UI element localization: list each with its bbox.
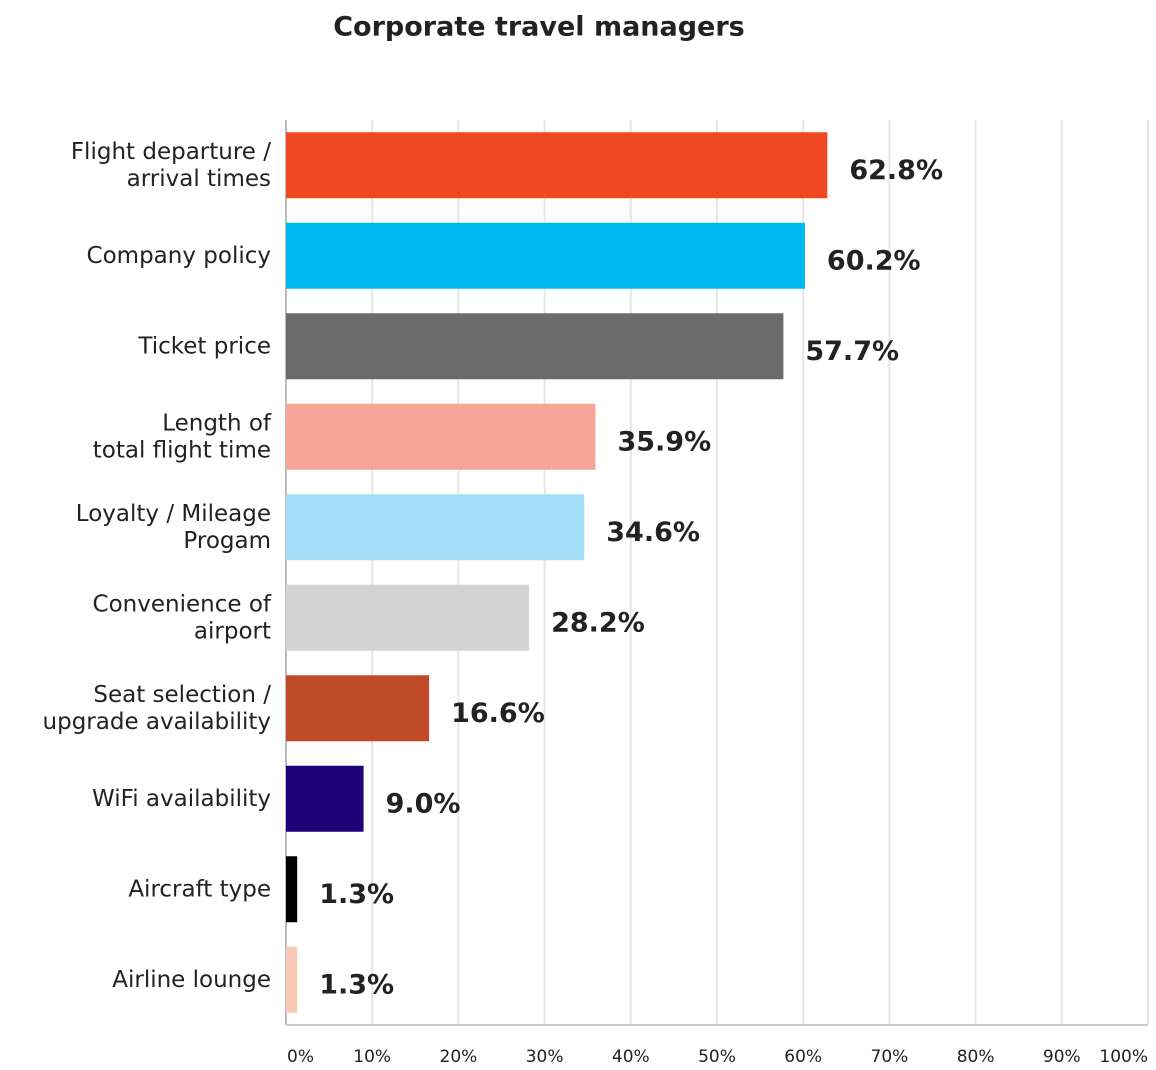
x-tick-label: 40% bbox=[612, 1047, 650, 1066]
bar bbox=[286, 584, 530, 651]
x-tick-label: 90% bbox=[1043, 1047, 1081, 1066]
y-tick-label: Loyalty / Mileage Progam bbox=[76, 500, 271, 553]
bar bbox=[286, 765, 364, 832]
bar bbox=[286, 132, 828, 199]
value-label: 1.3% bbox=[319, 879, 394, 910]
x-tick-label: 100% bbox=[1099, 1047, 1148, 1066]
x-tick-label: 50% bbox=[698, 1047, 736, 1066]
value-label: 9.0% bbox=[386, 788, 461, 819]
bar bbox=[286, 946, 298, 1013]
y-tick-label: Seat selection / upgrade availability bbox=[43, 681, 272, 734]
y-tick-label: Convenience of airport bbox=[93, 591, 272, 644]
value-label: 57.7% bbox=[805, 336, 899, 367]
y-tick-label: WiFi availability bbox=[92, 785, 271, 811]
x-tick-label: 60% bbox=[784, 1047, 822, 1066]
chart-title: Corporate travel managers bbox=[333, 12, 745, 43]
y-tick-label: Ticket price bbox=[137, 333, 271, 359]
x-tick-label: 80% bbox=[957, 1047, 995, 1066]
bar bbox=[286, 222, 805, 289]
value-label: 62.8% bbox=[849, 155, 943, 186]
x-tick-label: 0% bbox=[287, 1047, 314, 1066]
value-label: 34.6% bbox=[606, 517, 700, 548]
y-tick-label: Aircraft type bbox=[128, 876, 271, 902]
bar bbox=[286, 856, 298, 923]
y-tick-label: Company policy bbox=[87, 242, 271, 268]
bar bbox=[286, 675, 430, 742]
y-tick-label: Length of total flight time bbox=[93, 410, 272, 463]
value-label: 1.3% bbox=[319, 969, 394, 1000]
value-label: 16.6% bbox=[451, 698, 545, 729]
x-tick-label: 30% bbox=[526, 1047, 564, 1066]
value-label: 35.9% bbox=[617, 426, 711, 457]
value-label: 60.2% bbox=[827, 245, 921, 276]
value-label: 28.2% bbox=[551, 607, 645, 638]
x-tick-label: 10% bbox=[353, 1047, 391, 1066]
bar bbox=[286, 313, 784, 380]
x-tick-label: 20% bbox=[440, 1047, 478, 1066]
y-tick-label: Flight departure / arrival times bbox=[71, 138, 271, 191]
x-tick-label: 70% bbox=[871, 1047, 909, 1066]
y-tick-label: Airline lounge bbox=[112, 966, 271, 992]
bar bbox=[286, 403, 596, 470]
bar bbox=[286, 494, 585, 561]
